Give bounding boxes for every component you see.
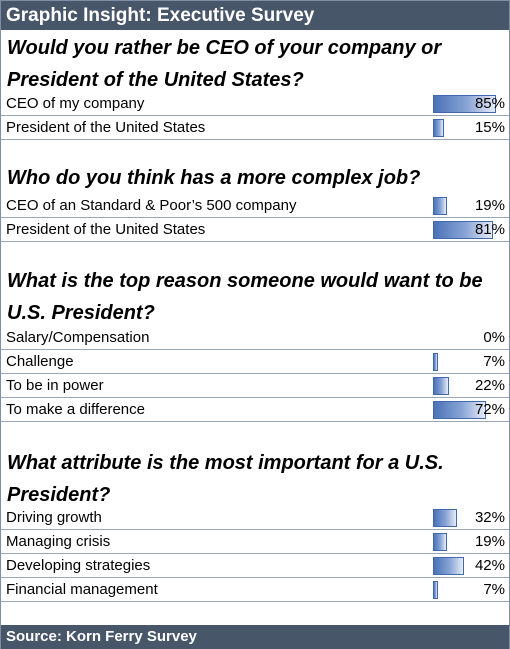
data-label: 7% xyxy=(483,581,505,598)
bar-track xyxy=(433,353,507,371)
data-label: 7% xyxy=(483,353,505,370)
question-4: What attribute is the most important for… xyxy=(7,452,444,506)
answer-row: CEO of an Standard & Poor’s 500 company 1… xyxy=(1,194,509,218)
question-2: Who do you think has a more complex job? xyxy=(7,167,421,189)
data-label: 19% xyxy=(474,533,505,550)
question-1: Would you rather be CEO of your company … xyxy=(7,37,442,91)
answer-label: President of the United States xyxy=(6,221,206,238)
bar-track xyxy=(433,95,507,113)
answer-label: Challenge xyxy=(6,353,74,370)
data-bar xyxy=(433,509,457,527)
data-bar xyxy=(433,95,496,113)
bar-track xyxy=(433,533,507,551)
data-label: 72% xyxy=(474,401,505,418)
answer-row: President of the United States 15% xyxy=(1,116,509,140)
bar-track xyxy=(433,377,507,395)
bar-track xyxy=(433,509,507,527)
answer-label: Developing strategies xyxy=(6,557,151,574)
answer-label: Driving growth xyxy=(6,509,102,526)
data-label: 81% xyxy=(474,221,505,238)
answer-row: Developing strategies 42% xyxy=(1,554,509,578)
answer-row: Financial management 7% xyxy=(1,578,509,602)
data-bar xyxy=(433,401,486,419)
question-3: What is the top reason someone would wan… xyxy=(7,270,483,324)
source-footer: Source: Korn Ferry Survey xyxy=(1,625,509,649)
bar-track xyxy=(433,401,507,419)
answer-row: President of the United States 81% xyxy=(1,218,509,242)
answer-label: To be in power xyxy=(6,377,104,394)
data-bar xyxy=(433,533,447,551)
data-bar xyxy=(433,377,449,395)
answer-label: Financial management xyxy=(6,581,158,598)
graphic-title: Graphic Insight: Executive Survey xyxy=(1,1,509,30)
answer-row: To make a difference 72% xyxy=(1,398,509,422)
data-bar xyxy=(433,557,464,575)
answer-row: Challenge 7% xyxy=(1,350,509,374)
answer-row: Managing crisis 19% xyxy=(1,530,509,554)
data-bar xyxy=(433,119,444,137)
answer-label: CEO of an Standard & Poor’s 500 company xyxy=(6,197,297,214)
bar-track xyxy=(433,581,507,599)
data-label: 22% xyxy=(474,377,505,394)
data-bar xyxy=(433,353,438,371)
answer-label: President of the United States xyxy=(6,119,206,136)
data-label: 42% xyxy=(474,557,505,574)
answer-row: To be in power 22% xyxy=(1,374,509,398)
data-bar xyxy=(433,221,493,239)
bar-track xyxy=(433,221,507,239)
answer-row: Salary/Compensation 0% xyxy=(1,326,509,350)
answer-label: CEO of my company xyxy=(6,95,145,112)
answer-label: To make a difference xyxy=(6,401,145,418)
bar-track xyxy=(433,119,507,137)
data-label: 15% xyxy=(474,119,505,136)
bar-track xyxy=(433,197,507,215)
data-bar xyxy=(433,197,447,215)
data-label: 85% xyxy=(474,95,505,112)
answer-label: Salary/Compensation xyxy=(6,329,150,346)
bar-track xyxy=(433,557,507,575)
data-label: 0% xyxy=(483,329,505,346)
data-label: 19% xyxy=(474,197,505,214)
data-bar xyxy=(433,581,438,599)
answer-label: Managing crisis xyxy=(6,533,111,550)
answer-row: CEO of my company 85% xyxy=(1,92,509,116)
data-label: 32% xyxy=(474,509,505,526)
answer-row: Driving growth 32% xyxy=(1,506,509,530)
